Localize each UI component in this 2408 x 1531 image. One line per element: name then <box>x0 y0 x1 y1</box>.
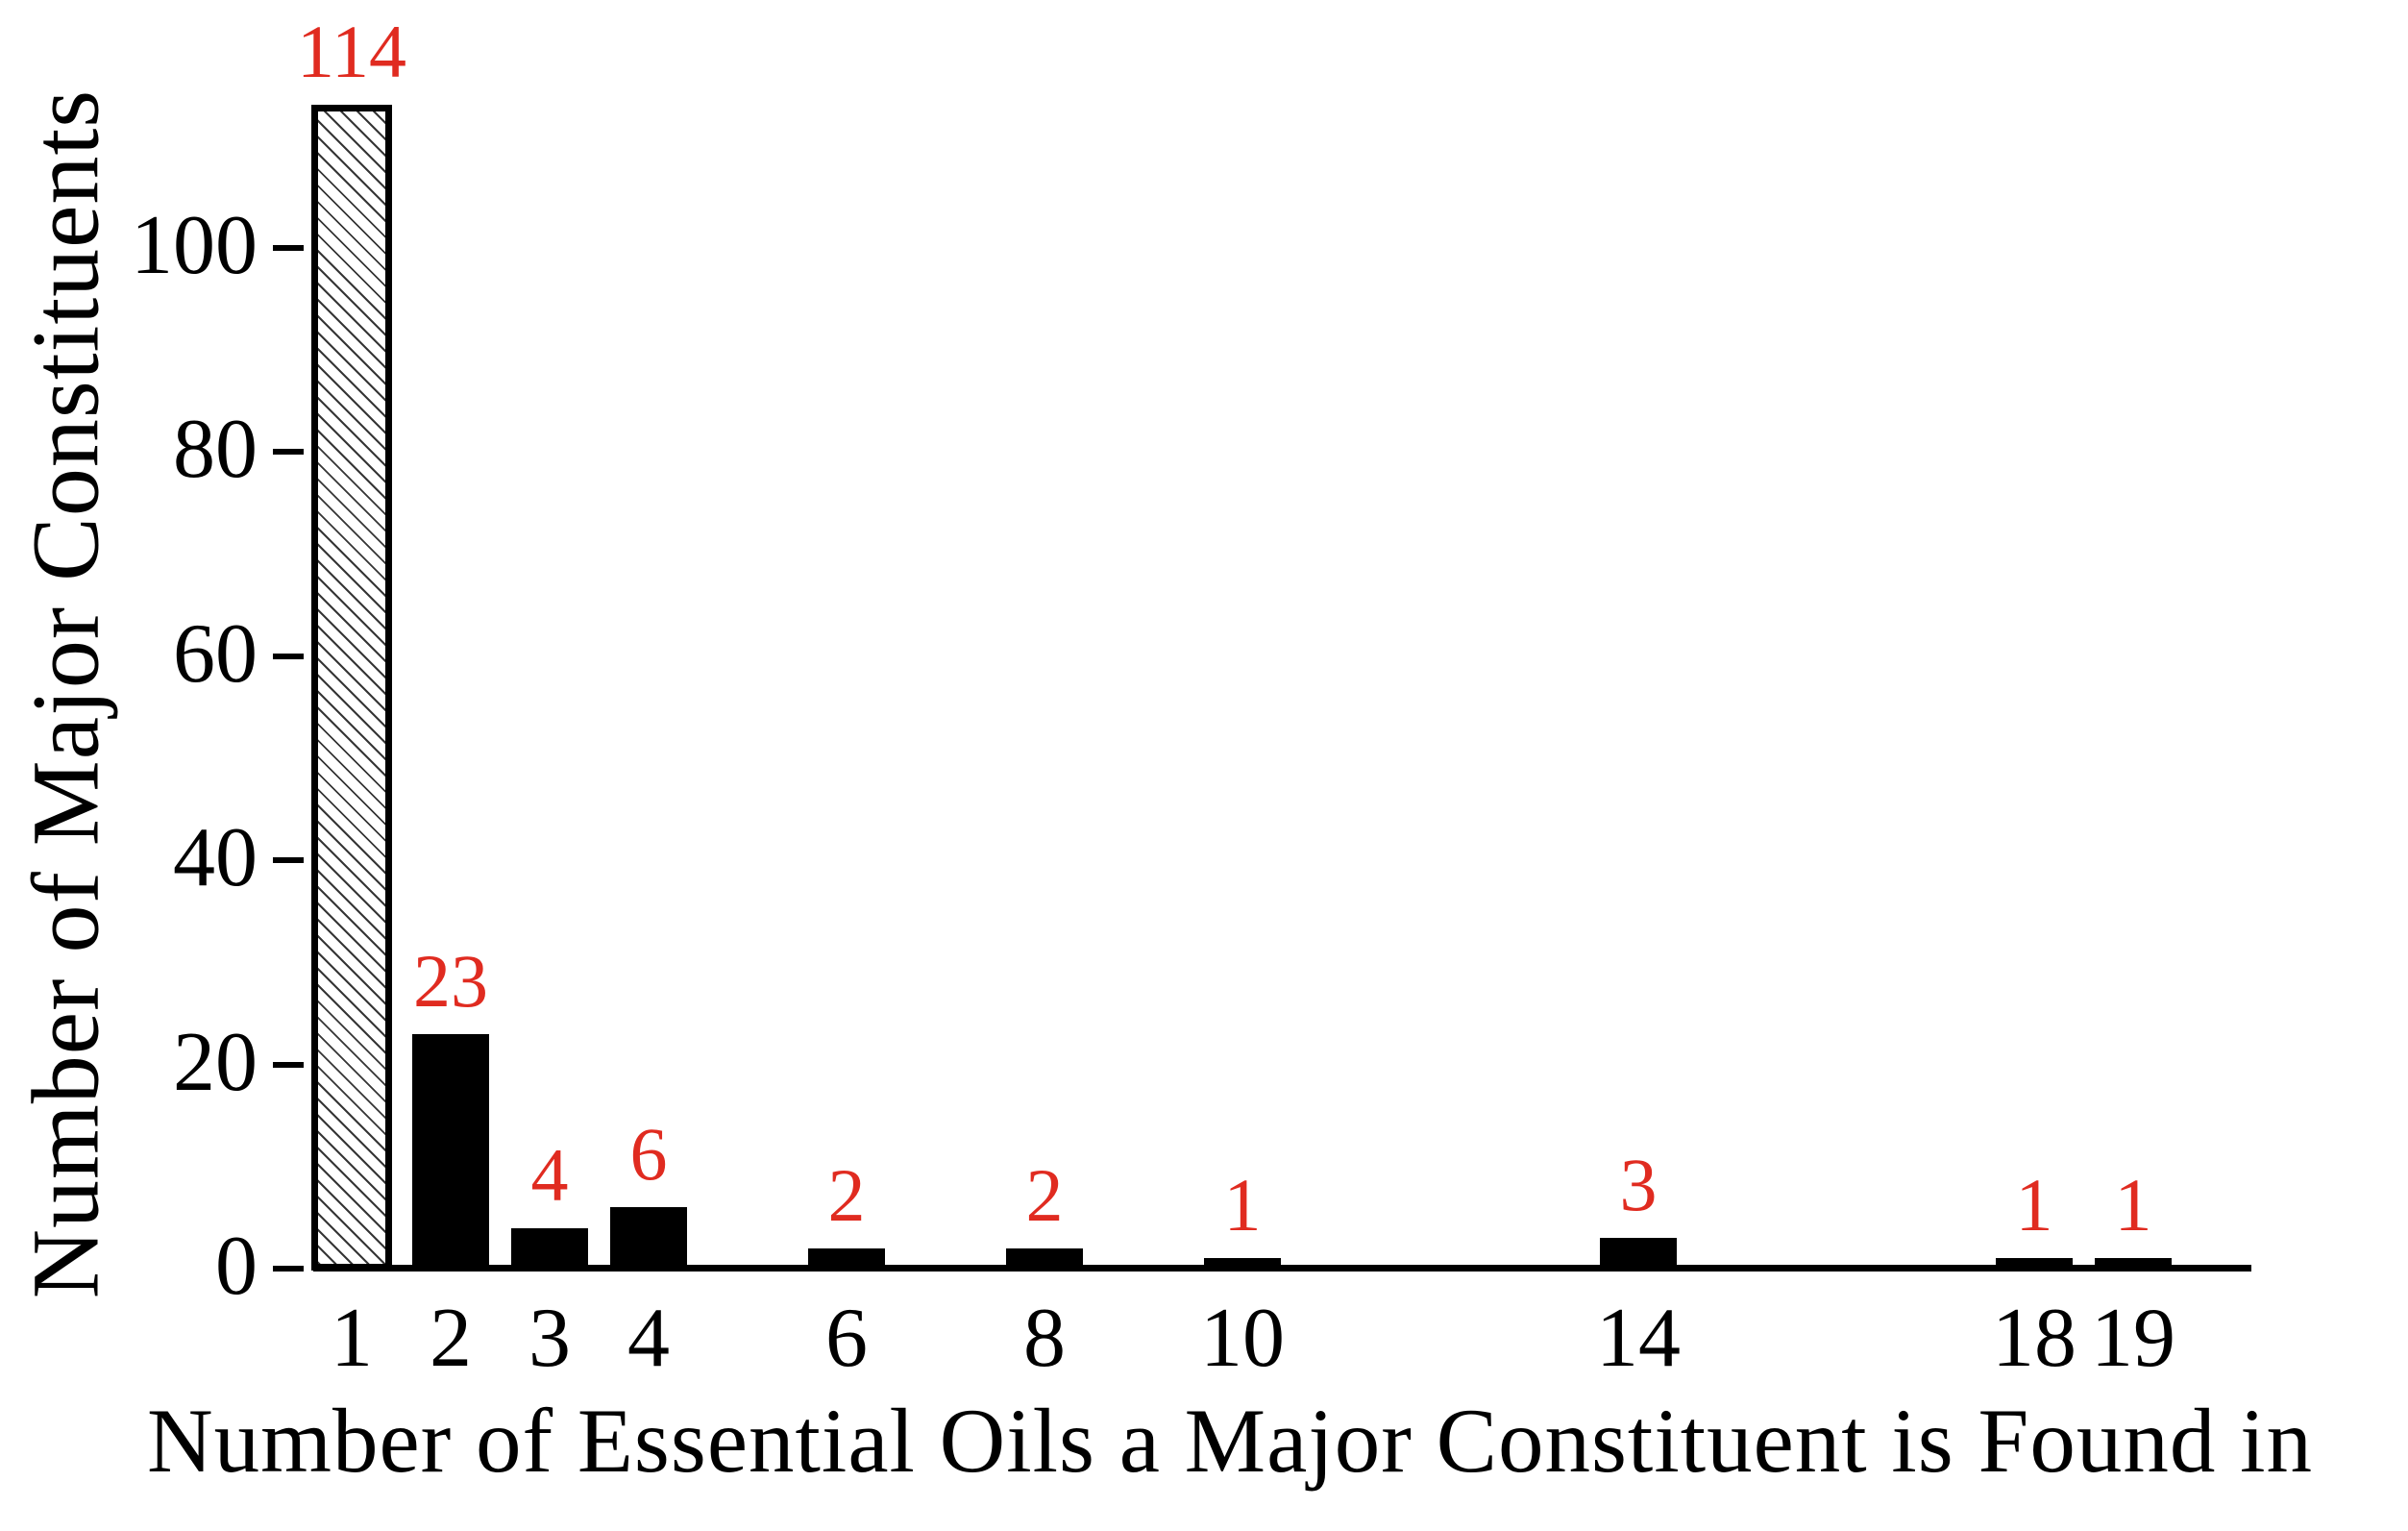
bar-hatched <box>311 105 392 1271</box>
y-tick-label: 60 <box>173 607 258 701</box>
x-axis-line <box>313 1265 2251 1272</box>
y-tick-mark <box>273 245 304 251</box>
x-tick-label: 6 <box>825 1292 868 1385</box>
bar-value-label: 2 <box>1025 1153 1064 1237</box>
bar-value-label: 2 <box>827 1153 866 1237</box>
bar-value-label: 23 <box>413 939 488 1023</box>
x-tick-label: 1 <box>331 1292 373 1385</box>
x-tick-label: 4 <box>627 1292 670 1385</box>
x-axis-title: Number of Essential Oils a Major Constit… <box>146 1390 2314 1492</box>
bar-value-label: 1 <box>2114 1163 2152 1247</box>
y-tick-label: 0 <box>215 1220 258 1313</box>
bar-value-label: 4 <box>530 1133 569 1217</box>
x-tick-label: 3 <box>528 1292 571 1385</box>
y-tick-label: 100 <box>131 199 258 292</box>
y-tick-mark <box>273 449 304 455</box>
bar-value-label: 6 <box>629 1112 668 1196</box>
y-tick-mark <box>273 1062 304 1068</box>
bar-value-label: 3 <box>1619 1143 1658 1226</box>
y-tick-mark <box>273 1266 304 1272</box>
bar-value-label: 1 <box>1223 1163 1262 1247</box>
x-tick-label: 8 <box>1023 1292 1066 1385</box>
bar <box>511 1228 588 1271</box>
bar <box>610 1207 687 1271</box>
bar-value-label: 114 <box>296 10 407 93</box>
x-tick-label: 18 <box>1992 1292 2076 1385</box>
bar-value-label: 1 <box>2015 1163 2053 1247</box>
x-tick-label: 2 <box>430 1292 472 1385</box>
x-tick-label: 19 <box>2091 1292 2175 1385</box>
y-tick-label: 40 <box>173 811 258 904</box>
y-tick-label: 20 <box>173 1016 258 1109</box>
x-tick-label: 14 <box>1596 1292 1681 1385</box>
y-tick-mark <box>273 654 304 659</box>
y-tick-mark <box>273 857 304 863</box>
y-tick-label: 80 <box>173 403 258 496</box>
x-tick-label: 10 <box>1200 1292 1285 1385</box>
bar <box>412 1034 489 1271</box>
